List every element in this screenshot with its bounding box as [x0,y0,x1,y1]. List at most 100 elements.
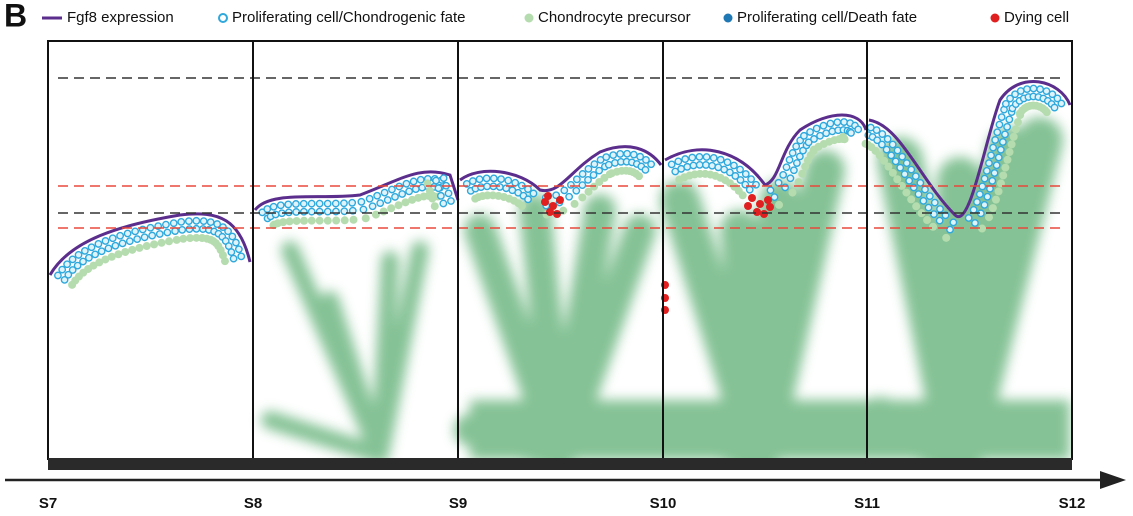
proliferating-cell [58,265,67,274]
proliferating-cell [589,171,598,179]
proliferating-cell [766,186,775,195]
chondrocyte-precursor [408,195,417,204]
dying-cell [553,210,561,218]
proliferating-cell [982,166,991,175]
proliferating-cell [667,160,676,169]
proliferating-cell [447,197,455,205]
proliferating-cell [307,199,316,208]
chondrocyte-precursor [888,168,897,177]
proliferating-cell [489,174,498,183]
proliferating-cell [169,219,178,228]
chondrocyte-precursor [279,218,288,227]
chondrocyte-precursor [186,234,195,243]
chondrocyte-precursor [121,247,130,256]
chondrocyte-precursor [101,255,110,264]
proliferating-cell [123,229,132,238]
proliferating-cell [192,216,201,225]
proliferating-cell [882,145,891,154]
proliferating-cell [935,216,944,225]
proliferating-cell [178,225,187,234]
proliferating-cell [482,174,491,183]
proliferating-cell [878,140,886,149]
chondrocyte-precursor [299,216,308,225]
proliferating-cell [993,128,1002,137]
proliferating-cell [477,183,485,192]
chondrocyte-precursor [1007,140,1016,149]
proliferating-cell [747,175,756,184]
proliferating-cell [116,231,125,240]
proliferating-cell [985,159,993,168]
proliferating-cell [68,266,77,274]
proliferating-cell [695,152,704,161]
fgf8-line [664,113,868,187]
chondrocyte-precursor [401,198,410,207]
proliferating-cell [983,192,992,201]
chondrocyte-precursor [929,222,938,231]
proliferating-cell [792,159,801,167]
proliferating-cell [1016,87,1025,95]
proliferating-cell [898,152,907,161]
proliferating-cell [368,202,377,211]
proliferating-cell [64,270,73,279]
proliferating-cell [80,246,89,255]
proliferating-cell [872,126,881,135]
dying-cell [541,198,549,206]
chondrocyte-precursor [371,210,380,219]
chondrocyte-precursor [570,199,579,208]
proliferating-cell [730,161,738,170]
proliferating-cell [524,195,532,204]
dying-cell [549,202,557,210]
proliferating-cell [1057,99,1066,108]
chondrocyte-precursor [798,169,807,178]
proliferating-cell [995,120,1004,129]
proliferating-cell [723,158,732,167]
proliferating-cell [888,140,897,149]
chondrocyte-precursor [875,151,884,160]
arrow-head [1100,471,1126,489]
proliferating-cell [973,198,981,206]
proliferating-cell [63,260,72,269]
proliferating-cell [988,177,997,185]
fgf8-line [253,170,460,212]
proliferating-cell [909,183,918,192]
chondrocyte-precursor [1009,132,1018,141]
proliferating-cell [930,198,939,207]
dying-cell [748,194,756,202]
proliferating-cell [716,155,725,164]
dying-cell [753,208,761,216]
proliferating-cell [1006,94,1014,103]
chondrocyte-precursor [379,207,388,216]
chondrocyte-precursor [991,195,1000,204]
proliferating-cell [359,205,368,214]
proliferating-cell [332,207,340,216]
proliferating-cell [292,200,300,208]
chondrocyte-precursor [738,191,747,200]
proliferating-cell [323,199,332,208]
proliferating-cell [994,153,1003,162]
proliferating-cell [695,160,704,169]
proliferating-cell [1001,99,1010,108]
proliferating-cell [584,164,593,173]
proliferating-cell [234,245,243,254]
proliferating-cell [708,161,717,170]
panels [48,80,1072,459]
proliferating-cell [997,113,1006,121]
chondrocyte-precursor [897,181,906,190]
proliferating-cell [1003,122,1012,131]
proliferating-cell [529,189,538,198]
proliferating-cell [101,237,110,245]
proliferating-cell [108,234,117,243]
proliferating-cell [560,186,569,195]
stage-label: S8 [244,495,262,512]
proliferating-cell [616,150,625,158]
proliferating-cell [263,205,272,213]
chondrocyte-precursor [578,193,587,202]
proliferating-cell [416,175,425,184]
chondrocyte-precursor [1013,118,1022,127]
proliferating-cell [911,172,920,181]
proliferating-cell [475,175,484,184]
chondrocyte-precursor [774,200,783,209]
proliferating-cell [439,199,448,208]
chondrocyte-precursor [1003,155,1012,164]
fgf8-line [48,212,252,276]
